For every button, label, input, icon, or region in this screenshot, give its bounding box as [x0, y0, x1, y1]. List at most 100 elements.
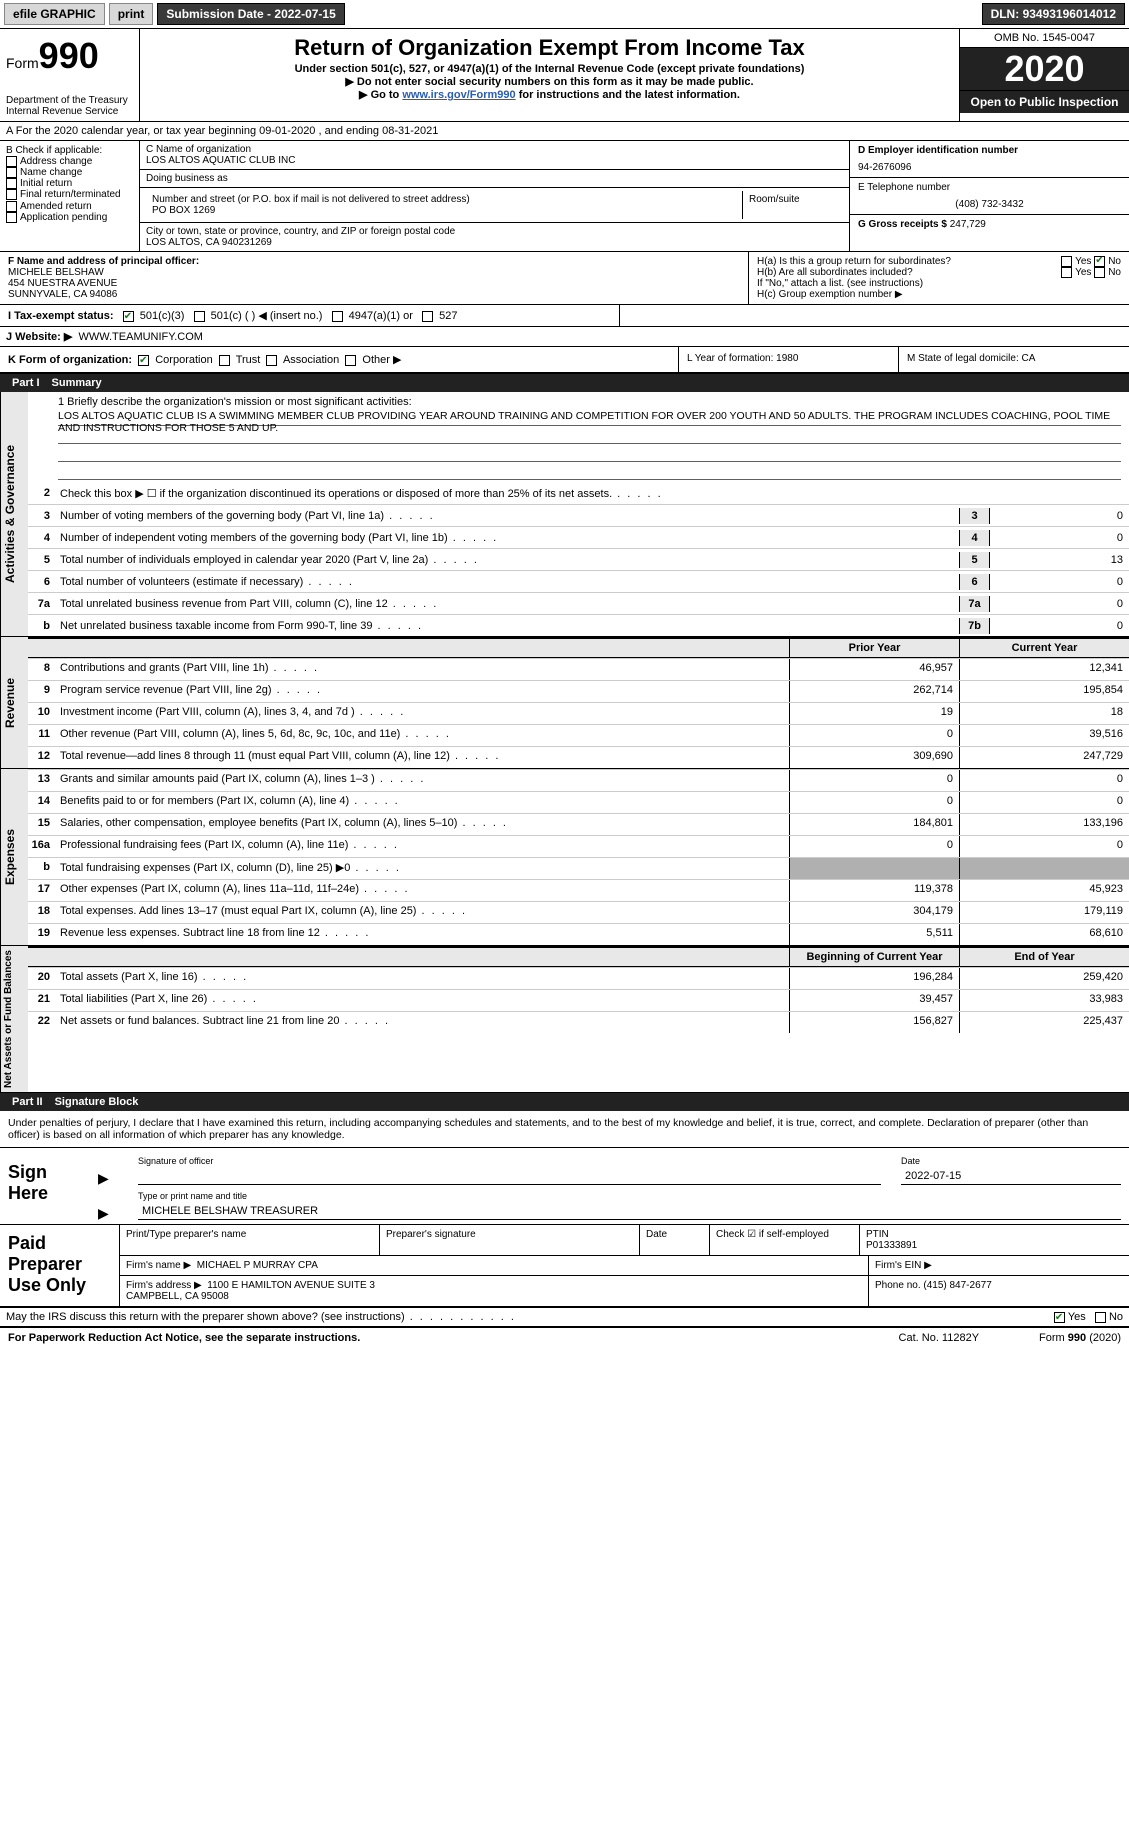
line-value: 13 [989, 552, 1129, 568]
summary-line: 22 Net assets or fund balances. Subtract… [28, 1011, 1129, 1033]
name-label: C Name of organization [146, 144, 843, 155]
opt-address-change: Address change [20, 156, 92, 167]
room-label: Room/suite [743, 191, 843, 219]
sub3-post: for instructions and the latest informat… [516, 89, 740, 101]
summary-line: 9 Program service revenue (Part VIII, li… [28, 680, 1129, 702]
dln-pill: DLN: 93493196014012 [982, 3, 1125, 25]
discuss-yes[interactable] [1054, 1312, 1065, 1323]
row-a-taxyear: A For the 2020 calendar year, or tax yea… [0, 122, 1129, 141]
phone-label: Phone no. [875, 1280, 923, 1291]
line-num: 13 [28, 770, 56, 791]
footer-mid: Cat. No. 11282Y [899, 1332, 980, 1344]
chk-501c[interactable] [194, 311, 205, 322]
mission-box: 1 Briefly describe the organization's mi… [28, 392, 1129, 482]
line-text: Total number of individuals employed in … [56, 552, 959, 568]
l-year-formation: L Year of formation: 1980 [679, 347, 899, 372]
vlabel-netassets: Net Assets or Fund Balances [0, 946, 28, 1092]
dba-label: Doing business as [146, 173, 843, 184]
chk-corporation[interactable] [138, 355, 149, 366]
chk-final-return[interactable] [6, 189, 17, 200]
arrow-icon [98, 1156, 118, 1185]
hb-no[interactable] [1094, 267, 1105, 278]
opt-name-change: Name change [20, 167, 82, 178]
col-d: D Employer identification number 94-2676… [849, 141, 1129, 251]
phone-value: (415) 847-2677 [923, 1280, 991, 1291]
chk-other[interactable] [345, 355, 356, 366]
line-num: 9 [28, 681, 56, 702]
chk-4947[interactable] [332, 311, 343, 322]
line-text: Total assets (Part X, line 16) [56, 968, 789, 989]
line-num: 12 [28, 747, 56, 768]
line-text: Net unrelated business taxable income fr… [56, 618, 959, 634]
print-button[interactable]: print [109, 3, 154, 25]
signature-date: 2022-07-15 [901, 1156, 1121, 1185]
hb-yes[interactable] [1061, 267, 1072, 278]
current-value: 0 [959, 770, 1129, 791]
part-ii-num: Part II [8, 1096, 47, 1108]
chk-application-pending[interactable] [6, 212, 17, 223]
current-value: 259,420 [959, 968, 1129, 989]
opt-amended: Amended return [20, 201, 92, 212]
i-label: I Tax-exempt status: [8, 310, 114, 322]
ha-yes[interactable] [1061, 256, 1072, 267]
footer-left: For Paperwork Reduction Act Notice, see … [8, 1332, 360, 1344]
line-text: Contributions and grants (Part VIII, lin… [56, 659, 789, 680]
ha-no[interactable] [1094, 256, 1105, 267]
website-value: WWW.TEAMUNIFY.COM [78, 331, 202, 343]
chk-527[interactable] [422, 311, 433, 322]
name-and-title: MICHELE BELSHAW TREASURER [138, 1191, 1121, 1220]
prior-value: 0 [789, 836, 959, 857]
prior-value: 0 [789, 725, 959, 746]
gross-value: 247,729 [950, 219, 986, 230]
chk-amended[interactable] [6, 201, 17, 212]
current-value: 12,341 [959, 659, 1129, 680]
discuss-no[interactable] [1095, 1312, 1106, 1323]
instructions-link[interactable]: www.irs.gov/Form990 [402, 89, 515, 101]
submission-label: Submission Date - [166, 7, 274, 21]
ha-label: H(a) Is this a group return for subordin… [757, 256, 951, 267]
efile-button[interactable]: efile GRAPHIC [4, 3, 105, 25]
vlabel-expenses: Expenses [0, 769, 28, 945]
line-num: 2 [28, 485, 56, 501]
chk-association[interactable] [266, 355, 277, 366]
current-value: 68,610 [959, 924, 1129, 945]
summary-line: 18 Total expenses. Add lines 13–17 (must… [28, 901, 1129, 923]
sign-here-row: Sign Here 2022-07-15 MICHELE BELSHAW TRE… [0, 1148, 1129, 1225]
line-num: 8 [28, 659, 56, 680]
line-num: 7a [28, 596, 56, 612]
line-num: 6 [28, 574, 56, 590]
line-num: 4 [28, 530, 56, 546]
opt-501c3: 501(c)(3) [140, 310, 185, 322]
summary-line: 16a Professional fundraising fees (Part … [28, 835, 1129, 857]
dept-label: Department of the Treasury Internal Reve… [6, 95, 133, 117]
line-value: 0 [989, 618, 1129, 634]
chk-501c3[interactable] [123, 311, 134, 322]
current-value: 39,516 [959, 725, 1129, 746]
opt-trust: Trust [236, 354, 261, 366]
line-box: 7a [959, 596, 989, 612]
prior-value: 156,827 [789, 1012, 959, 1033]
current-value: 225,437 [959, 1012, 1129, 1033]
subtitle-2: Do not enter social security numbers on … [148, 75, 951, 88]
hdr-prior-year: Prior Year [789, 639, 959, 657]
org-name: LOS ALTOS AQUATIC CLUB INC [146, 155, 843, 166]
chk-address-change[interactable] [6, 156, 17, 167]
line-num: 10 [28, 703, 56, 724]
subtitle-3: Go to www.irs.gov/Form990 for instructio… [148, 88, 951, 101]
current-value: 133,196 [959, 814, 1129, 835]
prior-value: 0 [789, 792, 959, 813]
chk-initial-return[interactable] [6, 178, 17, 189]
summary-line: 20 Total assets (Part X, line 16) 196,28… [28, 967, 1129, 989]
line-value: 0 [989, 596, 1129, 612]
preparer-date-label: Date [640, 1225, 710, 1255]
paid-preparer-label: Paid Preparer Use Only [0, 1225, 120, 1306]
firm-addr-label: Firm's address ▶ [126, 1280, 202, 1291]
prior-current-header: Prior Year Current Year [28, 637, 1129, 658]
signature-of-officer[interactable] [138, 1156, 881, 1185]
col-b-header: B Check if applicable: [6, 145, 133, 156]
opt-application-pending: Application pending [20, 212, 107, 223]
self-employed-check: Check ☑ if self-employed [710, 1225, 860, 1255]
chk-trust[interactable] [219, 355, 230, 366]
chk-name-change[interactable] [6, 167, 17, 178]
line-num: b [28, 858, 56, 879]
